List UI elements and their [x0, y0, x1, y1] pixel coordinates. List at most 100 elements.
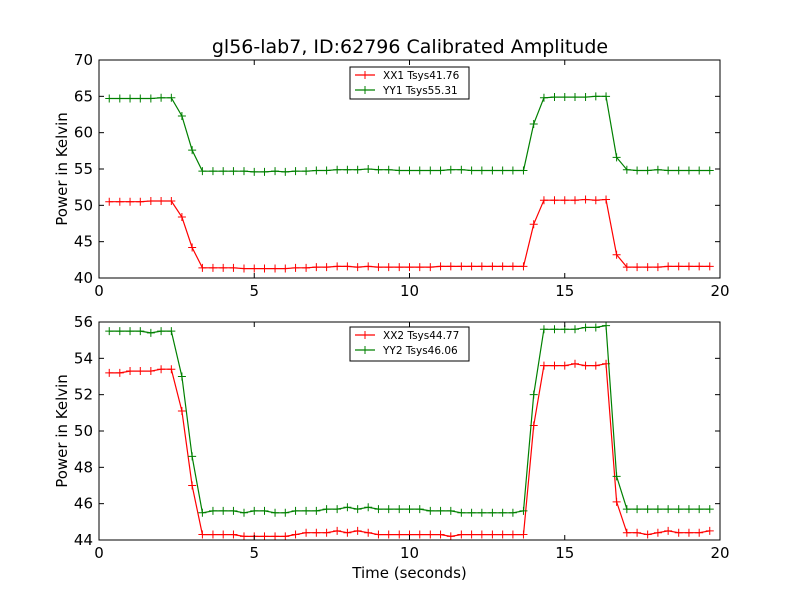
data-point-1-0-4 — [146, 367, 155, 376]
data-point-1-0-18 — [291, 530, 300, 539]
data-point-1-1-22 — [333, 505, 342, 514]
y-tick-label-1-2: 48 — [74, 458, 93, 476]
data-point-0-0-25 — [364, 262, 373, 271]
data-point-0-0-27 — [384, 263, 393, 272]
data-point-0-0-4 — [146, 196, 155, 205]
data-point-1-0-57 — [695, 528, 704, 537]
data-point-1-0-52 — [643, 530, 652, 539]
data-point-1-1-45 — [570, 325, 579, 334]
x-tick-label-0-3: 15 — [555, 282, 574, 300]
data-point-0-1-12 — [229, 167, 238, 176]
data-point-1-1-2 — [126, 327, 135, 336]
data-point-1-1-32 — [436, 506, 445, 515]
y-tick-label-1-4: 52 — [74, 386, 93, 404]
data-point-0-1-50 — [622, 165, 631, 174]
data-point-0-0-20 — [312, 263, 321, 272]
data-point-1-0-11 — [219, 530, 228, 539]
data-point-1-0-54 — [664, 526, 673, 535]
data-point-1-0-58 — [705, 526, 714, 535]
data-point-1-1-1 — [115, 327, 124, 336]
data-point-0-1-25 — [364, 165, 373, 173]
data-point-0-0-8 — [188, 243, 197, 252]
data-point-1-1-37 — [488, 508, 497, 517]
data-point-1-1-58 — [705, 505, 714, 514]
data-point-1-0-24 — [353, 526, 362, 535]
legend-box-1 — [349, 326, 470, 362]
data-point-1-1-8 — [188, 452, 197, 461]
data-point-0-0-55 — [674, 262, 683, 271]
data-point-1-0-36 — [477, 530, 486, 539]
legend-box-0 — [349, 66, 470, 100]
data-point-1-0-26 — [374, 530, 383, 539]
y-tick-label-0-3: 55 — [74, 160, 93, 178]
data-point-0-0-54 — [664, 262, 673, 271]
data-point-1-0-13 — [240, 532, 249, 541]
data-point-0-1-32 — [436, 166, 445, 175]
data-point-0-1-6 — [167, 93, 176, 102]
legend-label-1-1: YY2 Tsys46.06 — [382, 345, 458, 357]
data-point-0-1-29 — [405, 166, 414, 175]
data-point-1-0-46 — [581, 361, 590, 370]
data-point-0-1-53 — [653, 165, 662, 174]
data-point-1-0-20 — [312, 528, 321, 537]
data-point-0-1-34 — [457, 165, 466, 174]
x-tick-label-1-2: 10 — [400, 544, 419, 562]
x-tick-label-0-4: 20 — [710, 282, 729, 300]
data-point-1-1-54 — [664, 505, 673, 514]
data-point-1-1-47 — [591, 323, 600, 332]
data-point-0-1-54 — [664, 166, 673, 175]
data-point-0-1-30 — [415, 166, 424, 175]
data-point-0-0-35 — [467, 262, 476, 271]
data-point-1-1-10 — [208, 506, 217, 515]
data-point-0-0-47 — [591, 196, 600, 205]
data-point-0-1-13 — [240, 167, 249, 176]
data-point-1-1-5 — [157, 327, 166, 336]
data-point-1-1-23 — [343, 503, 352, 512]
x-tick-label-1-0: 0 — [94, 544, 104, 562]
bottom-axes: 0 5 10 15 20 44 46 48 50 52 54 56 Power in Kelvin Tim… — [53, 313, 730, 582]
data-point-0-0-50 — [622, 263, 631, 272]
data-point-1-1-9 — [198, 508, 207, 517]
data-point-1-1-19 — [302, 506, 311, 515]
data-point-1-1-15 — [260, 506, 269, 515]
data-point-0-1-20 — [312, 166, 321, 175]
data-point-0-1-47 — [591, 92, 600, 101]
data-point-1-0-12 — [229, 530, 238, 539]
data-point-0-1-19 — [302, 167, 311, 176]
data-point-1-1-52 — [643, 505, 652, 514]
data-point-1-1-35 — [467, 508, 476, 517]
data-point-0-0-17 — [281, 264, 290, 273]
data-point-0-1-10 — [208, 167, 217, 176]
legend-marker-0-1 — [361, 86, 369, 94]
legend-0: XX1 Tsys41.76 YY1 Tsys55.31 — [349, 66, 470, 100]
data-point-0-1-4 — [146, 94, 155, 103]
y-tick-label-1-5: 54 — [74, 349, 93, 367]
data-point-1-0-44 — [560, 361, 569, 370]
y-axis-label-1: Power in Kelvin — [53, 374, 71, 488]
data-point-1-0-37 — [488, 530, 497, 539]
data-point-0-0-11 — [219, 263, 228, 272]
data-point-1-1-14 — [250, 506, 259, 515]
x-tick-label-0-0: 0 — [94, 282, 104, 300]
y-tick-label-1-6: 56 — [74, 313, 93, 331]
top-axes: 0 5 10 15 20 40 45 50 55 60 65 70 Power in Kelvin XX1… — [53, 51, 730, 300]
data-point-0-0-18 — [291, 263, 300, 272]
data-point-1-0-51 — [633, 528, 642, 537]
data-point-0-0-29 — [405, 263, 414, 272]
data-point-0-1-8 — [188, 146, 197, 155]
data-point-1-1-46 — [581, 323, 590, 332]
data-point-0-0-3 — [136, 197, 145, 206]
data-point-0-0-15 — [260, 264, 269, 273]
x-tick-label-0-2: 10 — [400, 282, 419, 300]
data-point-1-1-4 — [146, 328, 155, 337]
data-point-1-0-9 — [198, 530, 207, 539]
data-point-1-0-23 — [343, 528, 352, 537]
data-point-1-1-28 — [395, 505, 404, 514]
data-point-1-1-49 — [612, 472, 621, 481]
data-point-0-1-0 — [105, 94, 114, 103]
data-point-0-0-30 — [415, 263, 424, 272]
data-point-0-1-56 — [684, 166, 693, 175]
data-point-0-1-2 — [126, 94, 135, 103]
data-point-0-0-19 — [302, 263, 311, 272]
data-point-0-0-53 — [653, 263, 662, 272]
